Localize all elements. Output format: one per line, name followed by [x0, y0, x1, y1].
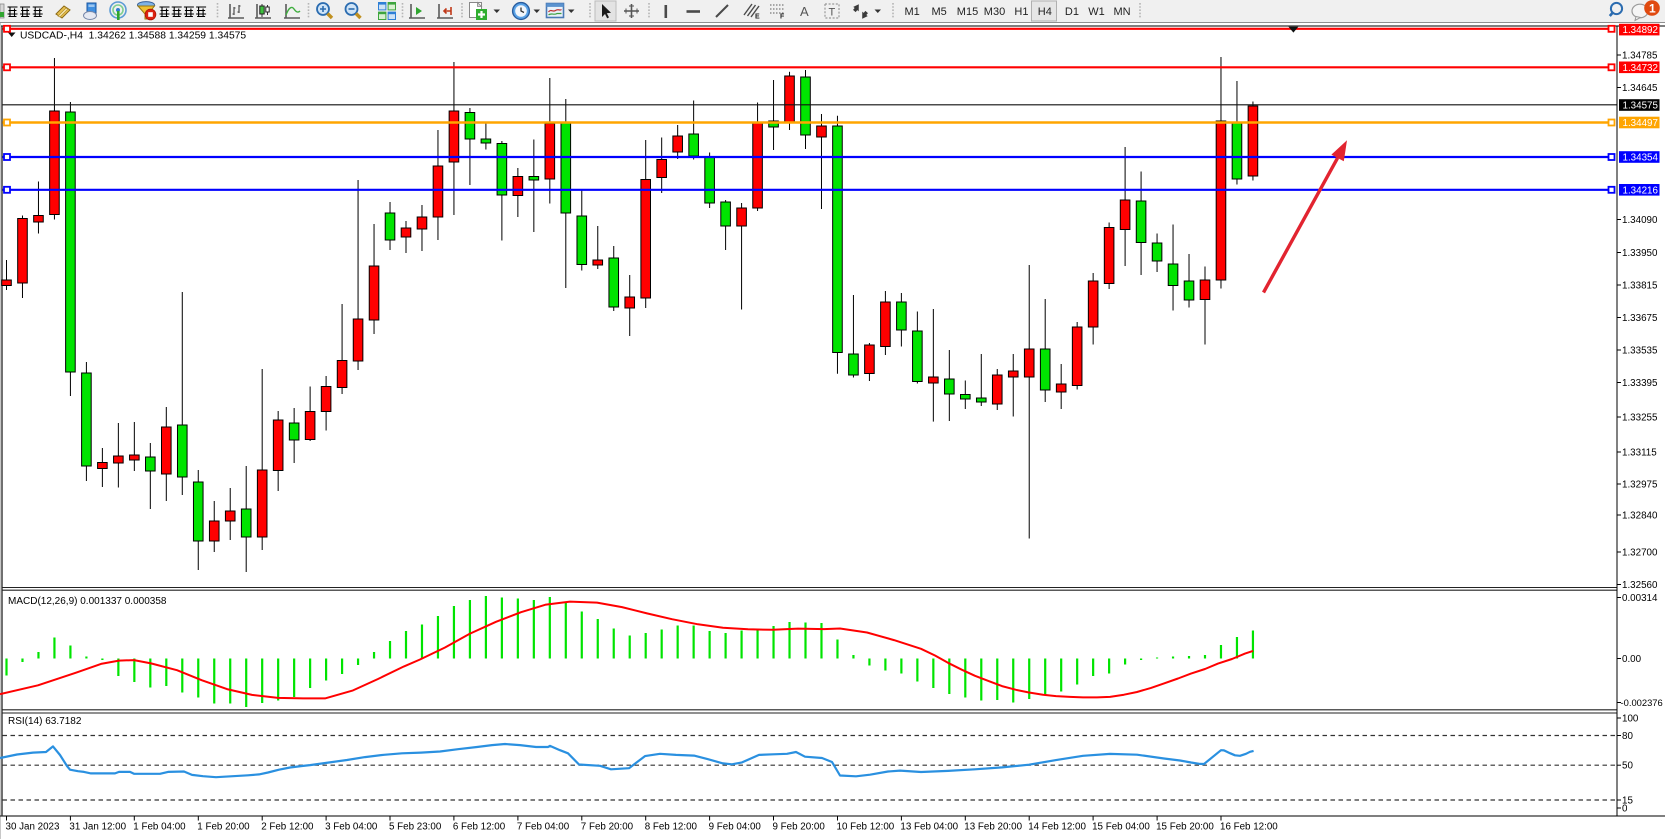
- svg-text:0: 0: [1622, 804, 1628, 815]
- svg-text:7 Feb 20:00: 7 Feb 20:00: [581, 822, 634, 833]
- svg-text:30 Jan 2023: 30 Jan 2023: [6, 822, 60, 833]
- svg-text:80: 80: [1622, 731, 1633, 742]
- svg-text:1.33395: 1.33395: [1622, 378, 1658, 389]
- svg-text:2 Feb 12:00: 2 Feb 12:00: [261, 822, 314, 833]
- svg-text:USDCAD-,H4 1.34262 1.34588 1.: USDCAD-,H4 1.34262 1.34588 1.34259 1.345…: [20, 31, 246, 42]
- svg-text:1 Feb 04:00: 1 Feb 04:00: [133, 822, 186, 833]
- svg-text:1.34575: 1.34575: [1623, 101, 1659, 112]
- svg-text:F: F: [780, 14, 785, 21]
- svg-text:RSI(14) 63.7182: RSI(14) 63.7182: [8, 716, 82, 727]
- svg-text:50: 50: [1622, 761, 1633, 772]
- svg-text:M15: M15: [957, 6, 978, 18]
- svg-text:1.34892: 1.34892: [1623, 25, 1658, 36]
- svg-text:1.34732: 1.34732: [1623, 63, 1658, 74]
- svg-text:6 Feb 12:00: 6 Feb 12:00: [453, 822, 506, 833]
- svg-text:3 Feb 04:00: 3 Feb 04:00: [325, 822, 378, 833]
- svg-text:8 Feb 12:00: 8 Feb 12:00: [645, 822, 698, 833]
- svg-text:1.32560: 1.32560: [1622, 580, 1658, 591]
- svg-text:M30: M30: [984, 6, 1005, 18]
- svg-text:13 Feb 20:00: 13 Feb 20:00: [964, 822, 1022, 833]
- svg-text:MN: MN: [1114, 6, 1131, 18]
- svg-text:1.33115: 1.33115: [1622, 448, 1657, 459]
- svg-text:H1: H1: [1014, 6, 1028, 18]
- svg-text:15 Feb 04:00: 15 Feb 04:00: [1092, 822, 1150, 833]
- svg-text:1: 1: [1649, 2, 1656, 16]
- svg-text:1.33535: 1.33535: [1622, 346, 1658, 357]
- svg-text:9 Feb 04:00: 9 Feb 04:00: [709, 822, 762, 833]
- svg-text:100: 100: [1622, 714, 1639, 725]
- svg-text:1 Feb 20:00: 1 Feb 20:00: [197, 822, 250, 833]
- svg-text:1.33950: 1.33950: [1622, 248, 1658, 259]
- svg-text:13 Feb 04:00: 13 Feb 04:00: [900, 822, 958, 833]
- svg-text:D1: D1: [1065, 6, 1079, 18]
- svg-text:1.33815: 1.33815: [1622, 281, 1658, 292]
- svg-text:T: T: [829, 7, 836, 19]
- svg-text:31 Jan 12:00: 31 Jan 12:00: [69, 822, 126, 833]
- svg-text:A: A: [800, 4, 809, 19]
- svg-text:M5: M5: [932, 6, 947, 18]
- svg-text:E: E: [755, 14, 760, 21]
- svg-text:M1: M1: [905, 6, 920, 18]
- svg-text:1.33255: 1.33255: [1622, 413, 1658, 424]
- svg-text:1.33675: 1.33675: [1622, 313, 1658, 324]
- svg-text:9 Feb 20:00: 9 Feb 20:00: [773, 822, 826, 833]
- svg-text:W1: W1: [1088, 6, 1105, 18]
- svg-text:5 Feb 23:00: 5 Feb 23:00: [389, 822, 442, 833]
- svg-text:14 Feb 12:00: 14 Feb 12:00: [1028, 822, 1086, 833]
- svg-text:7 Feb 04:00: 7 Feb 04:00: [517, 822, 570, 833]
- svg-text:15 Feb 20:00: 15 Feb 20:00: [1156, 822, 1214, 833]
- svg-text:1.32840: 1.32840: [1622, 511, 1658, 522]
- svg-text:H4: H4: [1038, 6, 1052, 18]
- svg-text:10 Feb 12:00: 10 Feb 12:00: [837, 822, 895, 833]
- svg-text:1.34645: 1.34645: [1622, 83, 1658, 94]
- svg-text:1.32975: 1.32975: [1622, 480, 1658, 491]
- svg-text:1.32700: 1.32700: [1622, 548, 1658, 559]
- svg-text:16 Feb 12:00: 16 Feb 12:00: [1220, 822, 1278, 833]
- svg-text:0.00314: 0.00314: [1622, 593, 1658, 604]
- svg-text:15: 15: [1622, 796, 1633, 807]
- svg-text:1.34497: 1.34497: [1623, 118, 1658, 129]
- svg-text:1.34785: 1.34785: [1622, 51, 1658, 62]
- svg-text:MACD(12,26,9) 0.001337 0.00035: MACD(12,26,9) 0.001337 0.000358: [8, 596, 167, 607]
- svg-text:1.34090: 1.34090: [1622, 215, 1658, 226]
- svg-text:1.34216: 1.34216: [1623, 185, 1659, 196]
- svg-text:1.34354: 1.34354: [1623, 153, 1659, 164]
- svg-text:0.00: 0.00: [1622, 654, 1642, 665]
- svg-text:-0.002376: -0.002376: [1621, 697, 1663, 708]
